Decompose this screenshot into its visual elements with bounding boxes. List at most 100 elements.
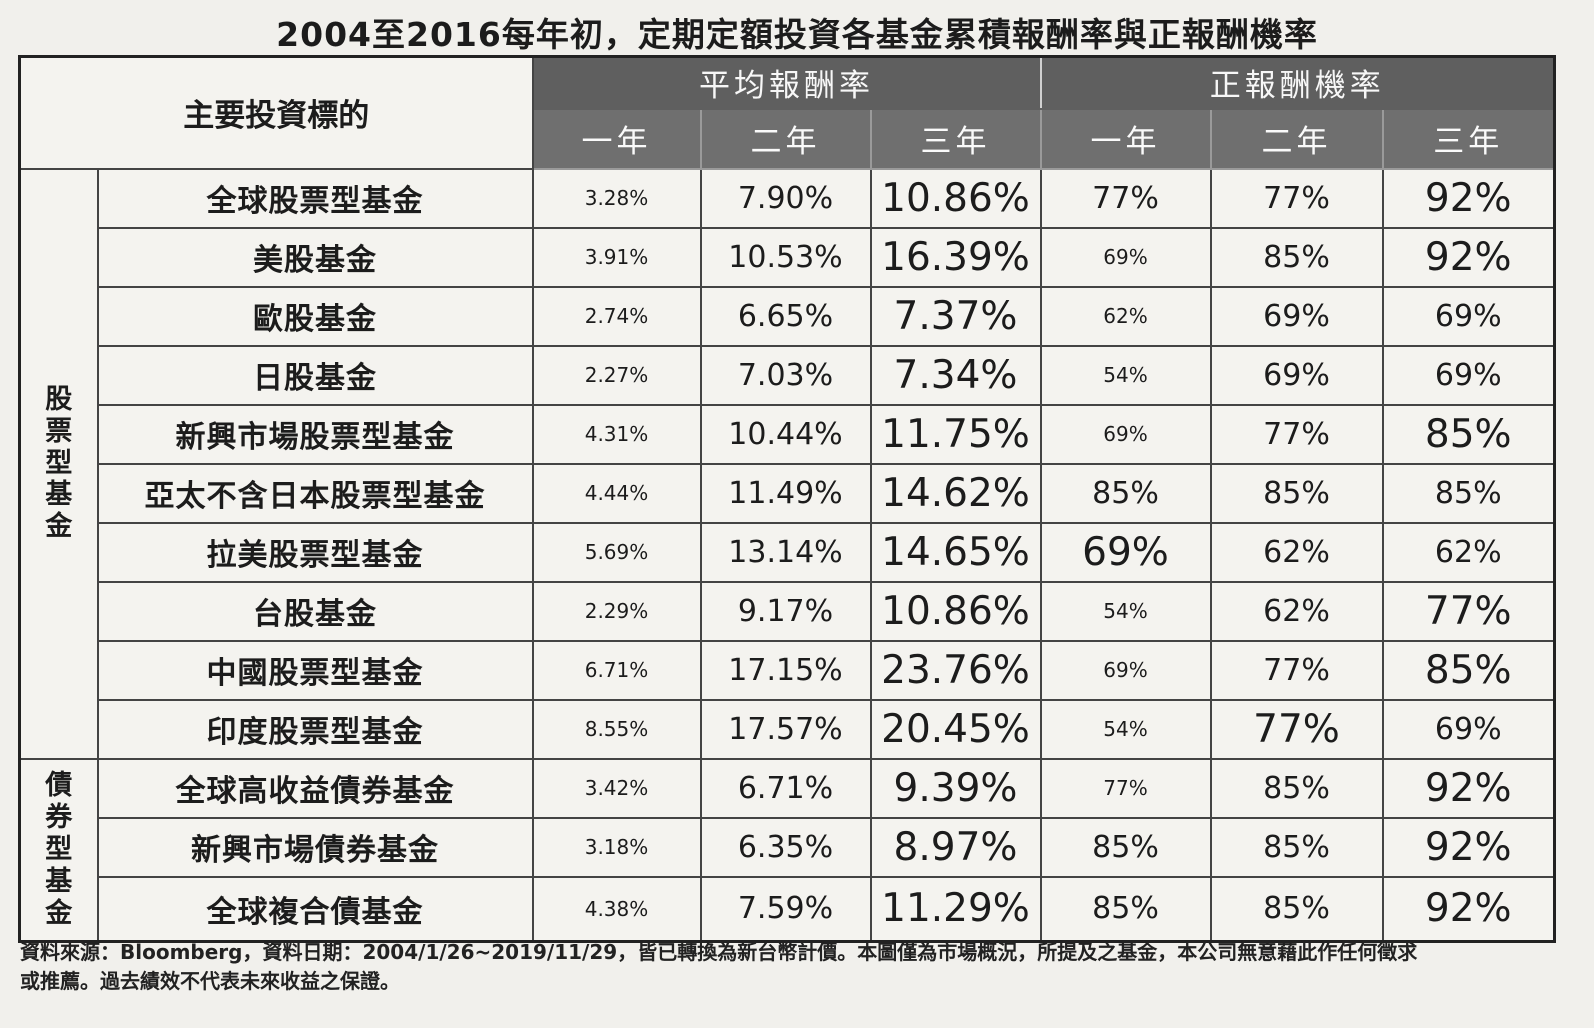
prob-3y: 85% — [1381, 403, 1556, 465]
avg-return-3y: 11.29% — [869, 875, 1042, 943]
prob-1y: 54% — [1039, 580, 1212, 642]
table-row: 拉美股票型基金 5.69% 13.14% 14.65% 69% 62% 62% — [20, 521, 1556, 583]
avg-return-3y: 20.45% — [869, 698, 1042, 760]
prob-2y: 69% — [1209, 285, 1384, 347]
avg-return-1y: 2.27% — [531, 344, 702, 406]
fund-name: 新興市場股票型基金 — [96, 403, 534, 465]
prob-1y: 69% — [1039, 639, 1212, 701]
prob-3y: 85% — [1381, 462, 1556, 524]
group-char: 債 — [45, 770, 73, 802]
group-label-bond: 債 券 型 基 金 — [18, 757, 99, 943]
header-period-prob-2y: 二年 — [1209, 107, 1384, 170]
fund-name: 全球股票型基金 — [96, 167, 534, 229]
fund-name: 歐股基金 — [96, 285, 534, 347]
avg-return-2y: 13.14% — [699, 521, 872, 583]
avg-return-2y: 6.35% — [699, 816, 872, 878]
table-row: 美股基金 3.91% 10.53% 16.39% 69% 85% 92% — [20, 226, 1556, 288]
group-char: 票 — [45, 415, 73, 447]
table-row: 中國股票型基金 6.71% 17.15% 23.76% 69% 77% 85% — [20, 639, 1556, 701]
group-char: 基 — [45, 865, 73, 897]
header-average-return: 平均報酬率 — [531, 55, 1042, 110]
prob-3y: 92% — [1381, 816, 1556, 878]
avg-return-2y: 10.53% — [699, 226, 872, 288]
prob-1y: 69% — [1039, 403, 1212, 465]
prob-2y: 85% — [1209, 875, 1384, 943]
table-row: 新興市場債券基金 3.18% 6.35% 8.97% 85% 85% 92% — [20, 816, 1556, 878]
table-row: 股 票 型 基 金 全球股票型基金 3.28% 7.90% 10.86% 77%… — [18, 167, 1556, 760]
avg-return-1y: 4.44% — [531, 462, 702, 524]
prob-1y: 85% — [1039, 816, 1212, 878]
group-char: 基 — [45, 479, 73, 511]
prob-2y: 85% — [1209, 816, 1384, 878]
avg-return-3y: 10.86% — [869, 167, 1042, 229]
avg-return-2y: 6.71% — [699, 757, 872, 819]
fund-name: 美股基金 — [96, 226, 534, 288]
footnote-line-2: 或推薦。過去績效不代表未來收益之保證。 — [20, 969, 400, 993]
header-period-avg-1y: 一年 — [531, 107, 702, 170]
avg-return-1y: 4.38% — [531, 875, 702, 943]
avg-return-2y: 17.57% — [699, 698, 872, 760]
prob-1y: 85% — [1039, 875, 1212, 943]
page-title: 2004至2016每年初，定期定額投資各基金累積報酬率與正報酬機率 — [276, 15, 1318, 54]
prob-1y: 69% — [1039, 226, 1212, 288]
prob-3y: 69% — [1381, 285, 1556, 347]
table-row: 亞太不含日本股票型基金 4.44% 11.49% 14.62% 85% 85% … — [20, 462, 1556, 524]
table-row: 日股基金 2.27% 7.03% 7.34% 54% 69% 69% — [20, 344, 1556, 406]
prob-3y: 69% — [1381, 698, 1556, 760]
fund-return-table: 主要投資標的 平均報酬率 正報酬機率 一年 二年 三年 一年 二年 三年 股 票… — [18, 55, 1557, 943]
avg-return-2y: 6.65% — [699, 285, 872, 347]
group-char: 股 — [45, 383, 73, 415]
prob-1y: 54% — [1039, 698, 1212, 760]
fund-name: 全球高收益債券基金 — [96, 757, 534, 819]
avg-return-3y: 16.39% — [869, 226, 1042, 288]
prob-2y: 77% — [1209, 167, 1384, 229]
table-row: 歐股基金 2.74% 6.65% 7.37% 62% 69% 69% — [20, 285, 1556, 347]
avg-return-3y: 8.97% — [869, 816, 1042, 878]
table-row: 台股基金 2.29% 9.17% 10.86% 54% 62% 77% — [20, 580, 1556, 642]
footnote-line-1: 資料來源：Bloomberg，資料日期：2004/1/26~2019/11/29… — [20, 940, 1418, 964]
group-char: 型 — [45, 447, 73, 479]
avg-return-2y: 17.15% — [699, 639, 872, 701]
avg-return-1y: 5.69% — [531, 521, 702, 583]
prob-1y: 77% — [1039, 167, 1212, 229]
fund-name: 新興市場債券基金 — [96, 816, 534, 878]
avg-return-2y: 10.44% — [699, 403, 872, 465]
avg-return-1y: 3.42% — [531, 757, 702, 819]
avg-return-2y: 7.59% — [699, 875, 872, 943]
avg-return-1y: 2.29% — [531, 580, 702, 642]
avg-return-3y: 7.34% — [869, 344, 1042, 406]
prob-2y: 62% — [1209, 580, 1384, 642]
prob-1y: 85% — [1039, 462, 1212, 524]
prob-3y: 62% — [1381, 521, 1556, 583]
header-positive-probability: 正報酬機率 — [1039, 55, 1556, 110]
avg-return-2y: 7.90% — [699, 167, 872, 229]
avg-return-2y: 7.03% — [699, 344, 872, 406]
prob-2y: 85% — [1209, 226, 1384, 288]
prob-2y: 77% — [1209, 639, 1384, 701]
prob-1y: 62% — [1039, 285, 1212, 347]
prob-3y: 69% — [1381, 344, 1556, 406]
prob-2y: 85% — [1209, 757, 1384, 819]
table-row: 印度股票型基金 8.55% 17.57% 20.45% 54% 77% 69% — [20, 698, 1556, 760]
prob-3y: 85% — [1381, 639, 1556, 701]
header-period-avg-2y: 二年 — [699, 107, 872, 170]
avg-return-3y: 14.65% — [869, 521, 1042, 583]
prob-2y: 77% — [1209, 698, 1384, 760]
table-row: 全球複合債基金 4.38% 7.59% 11.29% 85% 85% 92% — [20, 875, 1556, 943]
avg-return-3y: 10.86% — [869, 580, 1042, 642]
prob-2y: 62% — [1209, 521, 1384, 583]
avg-return-3y: 9.39% — [869, 757, 1042, 819]
prob-3y: 92% — [1381, 757, 1556, 819]
prob-1y: 69% — [1039, 521, 1212, 583]
fund-name: 中國股票型基金 — [96, 639, 534, 701]
header-corner: 主要投資標的 — [18, 55, 534, 170]
prob-1y: 54% — [1039, 344, 1212, 406]
avg-return-1y: 3.18% — [531, 816, 702, 878]
prob-3y: 92% — [1381, 875, 1556, 943]
avg-return-1y: 8.55% — [531, 698, 702, 760]
fund-name: 日股基金 — [96, 344, 534, 406]
avg-return-1y: 2.74% — [531, 285, 702, 347]
group-char: 金 — [45, 511, 73, 543]
avg-return-3y: 7.37% — [869, 285, 1042, 347]
group-char: 金 — [45, 897, 73, 929]
